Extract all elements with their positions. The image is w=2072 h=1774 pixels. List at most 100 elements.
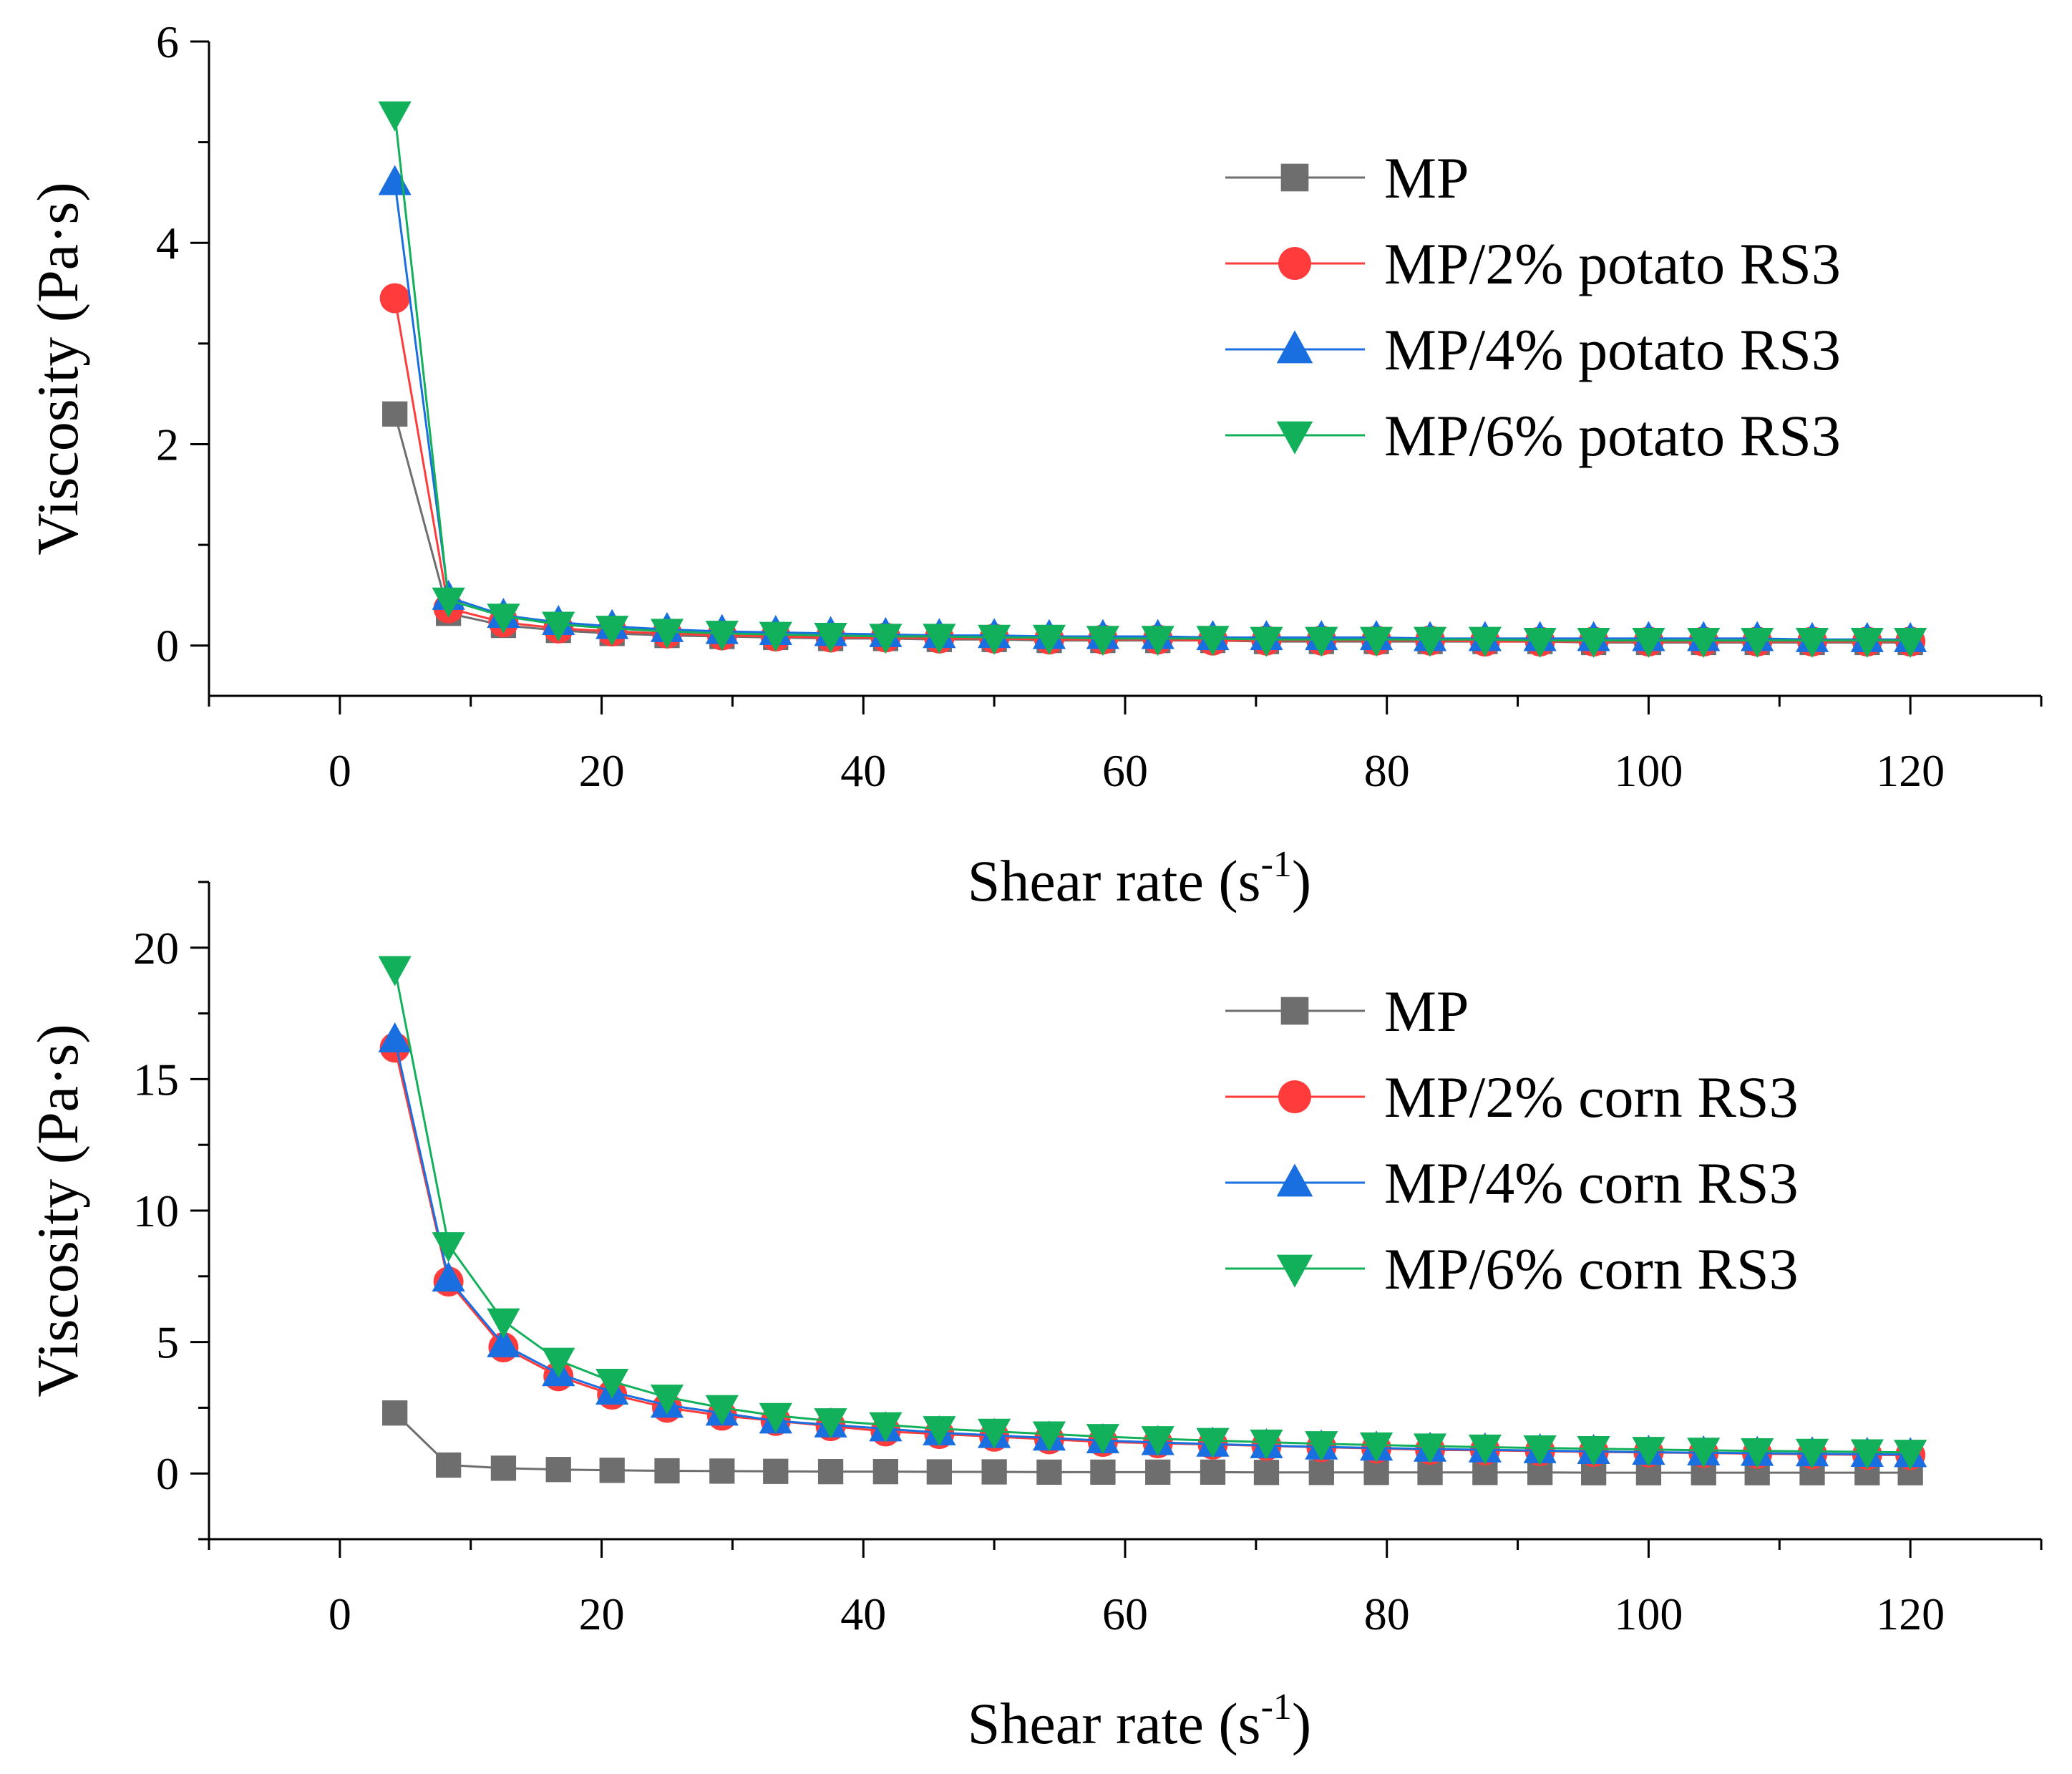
legend: MP MP/2% potato RS3 MP/4% potato RS3 MP/6% …: [1225, 145, 1841, 468]
data-point: [487, 604, 520, 634]
y-tick-label: 0: [156, 621, 179, 672]
data-point: [1359, 626, 1394, 657]
data-point: [599, 1458, 625, 1483]
y-tick-label: 4: [156, 218, 179, 268]
data-point: [1032, 1421, 1066, 1452]
data-point: [1196, 1428, 1230, 1458]
chart-bottom-corn: 0 20 40 60 80 100 120 0 5 10 15 20 Shear rate (s-1) V…: [25, 881, 2043, 1756]
data-point: [435, 1452, 462, 1478]
legend-marker: [1276, 330, 1313, 364]
data-point: [654, 1458, 680, 1484]
data-point: [814, 1408, 847, 1439]
data-point: [1363, 1460, 1389, 1485]
data-point: [379, 283, 410, 314]
data-point: [926, 1459, 952, 1485]
legend-marker: [1278, 247, 1311, 280]
data-point: [595, 616, 629, 646]
data-point: [1253, 1460, 1280, 1485]
data-point: [1468, 626, 1502, 657]
data-point: [1305, 1431, 1338, 1462]
x-tick-label: 20: [579, 745, 625, 796]
y-tick-label: 10: [133, 1186, 179, 1236]
data-point: [759, 621, 792, 652]
legend-label: MP/4% corn RS3: [1384, 1150, 1799, 1216]
data-point: [872, 1458, 899, 1485]
data-point: [378, 165, 412, 195]
legend-label: MP/2% potato RS3: [1384, 231, 1841, 296]
y-tick-label: 20: [133, 923, 179, 974]
data-point: [1795, 628, 1829, 659]
data-point: [759, 1402, 792, 1433]
data-point: [1850, 628, 1884, 659]
data-point: [1090, 1459, 1116, 1485]
data-point: [869, 624, 903, 654]
data-point: [1305, 626, 1338, 657]
legend-label: MP/4% potato RS3: [1384, 317, 1841, 382]
y-tick-label: 6: [156, 16, 179, 67]
y-tick-label: 15: [133, 1054, 179, 1105]
x-tick-label: 20: [579, 1589, 625, 1639]
data-point: [705, 621, 739, 651]
data-point: [1850, 1439, 1884, 1470]
data-point: [814, 622, 847, 653]
x-tick-label: 80: [1364, 1589, 1410, 1639]
data-point: [1086, 626, 1120, 656]
data-point: [432, 1261, 465, 1292]
x-axis-title: Shear rate (s-1): [968, 1687, 1311, 1756]
y-tick-label: 0: [156, 1448, 179, 1499]
data-point: [382, 401, 408, 427]
data-point: [1308, 1460, 1334, 1485]
legend-marker: [1280, 997, 1309, 1025]
data-point: [1032, 624, 1066, 655]
chart-top-potato: 0 20 40 60 80 100 120 0 2 4 6 Shear rate (s-1) Visco…: [25, 16, 2043, 913]
data-point: [1413, 1433, 1447, 1464]
data-point: [650, 1385, 684, 1415]
legend-marker: [1278, 1080, 1311, 1113]
data-point: [978, 624, 1011, 655]
data-point: [382, 1400, 408, 1426]
legend-marker: [1276, 421, 1313, 455]
data-point: [817, 1458, 844, 1485]
data-point: [1632, 1437, 1665, 1468]
data-point: [1036, 1459, 1062, 1485]
data-point: [709, 1458, 735, 1484]
y-tick-label: 5: [156, 1317, 179, 1368]
y-tick-label: 2: [156, 419, 179, 470]
data-point: [542, 1347, 575, 1378]
x-tick-label: 0: [329, 745, 351, 796]
y-axis-title: Viscosity (Pa·s): [25, 182, 90, 555]
x-tick-label: 120: [1876, 1589, 1945, 1639]
series-3: [378, 956, 1927, 1470]
data-point: [869, 1412, 903, 1443]
data-point: [378, 1022, 412, 1052]
data-point: [1250, 1429, 1283, 1460]
data-point: [378, 956, 412, 987]
x-tick-label: 100: [1614, 1589, 1683, 1639]
data-point: [705, 1395, 739, 1425]
x-tick-label: 40: [840, 1589, 886, 1639]
data-point: [1741, 628, 1774, 659]
data-point: [545, 1457, 571, 1483]
data-point: [1086, 1424, 1120, 1455]
y-axis-title: Viscosity (Pa·s): [25, 1024, 90, 1397]
x-tick-label: 100: [1614, 745, 1683, 796]
data-point: [978, 1418, 1011, 1449]
legend-label: MP/6% potato RS3: [1384, 403, 1841, 468]
data-point: [650, 619, 684, 649]
data-point: [542, 611, 575, 642]
data-point: [981, 1459, 1007, 1485]
x-tick-label: 120: [1876, 745, 1945, 796]
data-point: [378, 101, 412, 132]
legend-marker: [1276, 1254, 1313, 1288]
data-point: [1577, 1436, 1610, 1467]
x-tick-label: 60: [1102, 745, 1148, 796]
x-tick-label: 40: [840, 745, 886, 796]
data-point: [1200, 1459, 1226, 1485]
data-point: [1687, 1438, 1721, 1468]
data-point: [1577, 628, 1610, 659]
data-point: [1468, 1434, 1502, 1465]
data-point: [1632, 628, 1665, 659]
data-point: [923, 1416, 956, 1447]
data-point: [1894, 628, 1927, 659]
